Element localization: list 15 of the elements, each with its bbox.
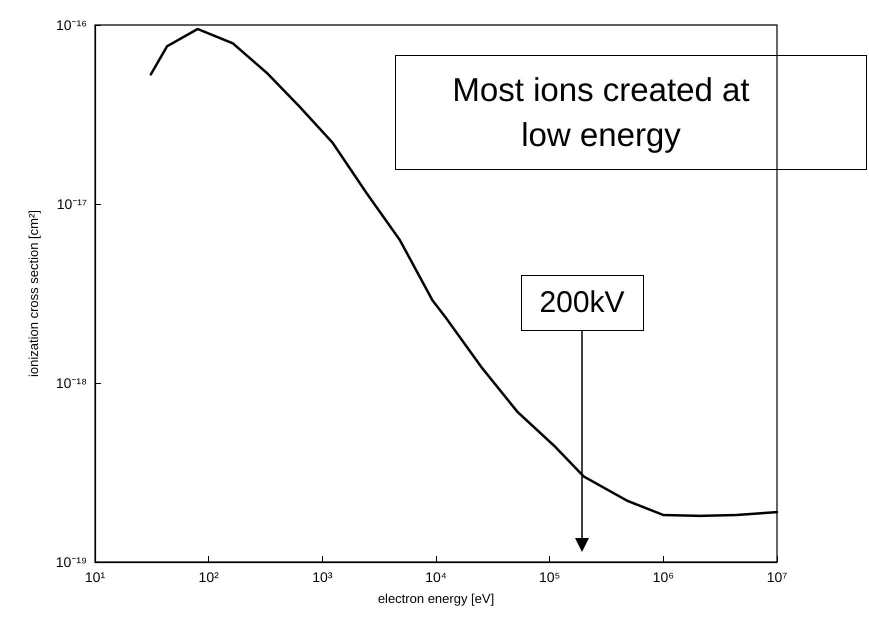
y-tick-label: 10⁻¹⁸ <box>56 375 88 391</box>
x-axis-title: electron energy [eV] <box>378 591 494 606</box>
x-tick-label: 10³ <box>312 569 333 585</box>
x-tick-label: 10⁴ <box>425 569 447 585</box>
x-tick-label: 10⁶ <box>652 569 674 585</box>
y-tick-label: 10⁻¹⁷ <box>56 196 87 212</box>
y-tick-label: 10⁻¹⁶ <box>56 17 87 33</box>
annotation: Most ions created at low energy <box>395 55 867 170</box>
annotation: 200kV <box>520 275 644 331</box>
x-tick-label: 10⁵ <box>538 569 560 585</box>
x-tick-label: 10¹ <box>84 569 106 585</box>
y-tick-label: 10⁻¹⁹ <box>56 554 87 570</box>
x-tick-label: 10⁷ <box>766 569 788 585</box>
y-axis-title: ionization cross section [cm²] <box>26 210 41 377</box>
x-tick-label: 10² <box>198 569 220 585</box>
